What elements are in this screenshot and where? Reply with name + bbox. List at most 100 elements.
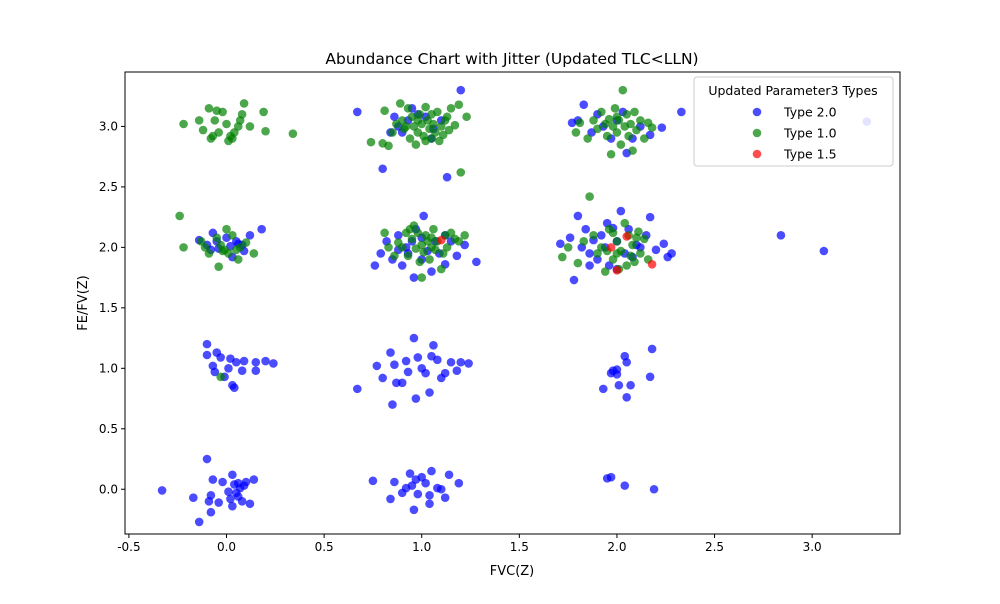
data-point-series-2: [237, 110, 247, 119]
data-point-series-2: [454, 100, 464, 109]
data-point-series-1: [581, 224, 591, 234]
data-point-series-3: [612, 266, 622, 275]
data-point-series-2: [411, 140, 421, 149]
data-point-series-2: [390, 251, 399, 261]
data-point-series-1: [249, 475, 259, 484]
data-point-series-1: [452, 251, 462, 261]
data-point-series-1: [651, 245, 661, 255]
data-point-series-1: [202, 454, 212, 464]
data-point-series-1: [378, 373, 387, 383]
data-point-series-2: [401, 122, 411, 131]
data-point-series-1: [649, 484, 659, 494]
data-point-series-2: [616, 140, 626, 149]
data-point-series-2: [462, 112, 471, 122]
x-tick-label: -0.5: [117, 540, 140, 554]
plot-frame: [124, 71, 901, 535]
data-point-series-1: [397, 261, 407, 270]
data-point-series-1: [456, 357, 466, 367]
chart-title: Abundance Chart with Jitter (Updated TLC…: [325, 50, 698, 68]
data-point-series-1: [206, 507, 216, 517]
data-point-series-2: [384, 141, 393, 151]
data-point-series-1: [452, 366, 462, 376]
x-axis: -0.5 0.0 0.5 1.0 1.5 2.0 2.5 3.0: [117, 534, 822, 554]
data-point-series-1: [208, 475, 218, 484]
data-point-series-2: [429, 119, 438, 129]
data-point-series-1: [616, 206, 626, 216]
data-point-series-1: [231, 357, 241, 367]
data-point-series-2: [460, 230, 469, 240]
data-point-series-1: [606, 472, 616, 482]
data-point-series-2: [575, 118, 585, 128]
data-point-series-2: [636, 249, 645, 258]
data-point-series-1: [573, 211, 583, 221]
data-point-series-1: [241, 477, 251, 487]
data-point-series-2: [222, 119, 231, 129]
data-point-series-2: [214, 128, 224, 137]
data-point-series-1: [446, 357, 456, 367]
data-point-series-2: [571, 128, 581, 137]
data-point-series-2: [431, 128, 440, 137]
data-point-series-1: [622, 357, 632, 367]
data-point-series-1: [427, 267, 436, 276]
y-axis: 0.0 0.5 1.0 1.5 2.0 2.5 3.0: [99, 119, 125, 496]
data-point-series-2: [233, 255, 243, 264]
x-tick-label: 0.5: [315, 540, 334, 554]
data-point-series-1: [210, 367, 220, 377]
data-point-series-2: [444, 125, 454, 135]
data-point-series-1: [645, 372, 655, 382]
data-point-series-2: [600, 267, 610, 276]
data-point-series-2: [249, 249, 259, 258]
data-point-series-1: [636, 243, 645, 252]
data-point-series-2: [622, 110, 632, 119]
data-point-series-1: [413, 353, 423, 362]
data-point-series-2: [222, 224, 231, 234]
data-point-series-2: [204, 249, 214, 258]
data-point-series-2: [228, 230, 237, 240]
data-point-series-2: [450, 120, 460, 130]
y-tick-label: 2.0: [99, 240, 118, 254]
data-point-series-1: [663, 252, 672, 262]
legend-label: Type 1.0: [783, 126, 837, 141]
data-point-series-1: [390, 360, 399, 369]
data-point-series-1: [393, 230, 403, 240]
data-point-series-1: [647, 344, 657, 354]
data-point-series-2: [647, 123, 657, 132]
data-point-series-1: [454, 478, 464, 488]
data-point-series-2: [427, 110, 436, 119]
data-point-series-2: [239, 99, 249, 108]
y-axis-label: FE/FV(Z): [76, 275, 91, 331]
data-point-series-2: [235, 243, 245, 252]
data-point-series-1: [645, 212, 655, 222]
data-point-series-2: [628, 240, 637, 250]
data-point-series-2: [579, 237, 589, 246]
data-point-series-1: [224, 364, 233, 373]
legend-marker: [752, 128, 762, 138]
data-point-series-2: [218, 107, 227, 117]
data-point-series-1: [819, 246, 829, 256]
data-point-series-2: [212, 233, 222, 242]
data-point-series-1: [228, 470, 237, 480]
data-point-series-2: [446, 103, 456, 113]
data-point-series-2: [210, 116, 220, 125]
data-point-series-2: [639, 134, 649, 143]
data-point-series-1: [257, 224, 266, 234]
data-point-series-2: [421, 102, 430, 112]
data-point-series-1: [413, 489, 423, 499]
data-point-series-2: [388, 128, 397, 137]
y-tick-label: 1.5: [99, 301, 118, 315]
data-point-series-1: [464, 359, 473, 368]
data-point-series-2: [216, 240, 225, 250]
data-point-series-2: [366, 137, 376, 147]
data-point-series-2: [380, 228, 389, 238]
data-point-series-2: [606, 149, 616, 159]
data-point-series-2: [429, 224, 438, 234]
data-point-series-1: [370, 261, 380, 270]
data-point-series-1: [419, 211, 428, 221]
data-point-series-1: [403, 367, 413, 377]
data-point-series-2: [288, 129, 298, 138]
data-point-series-1: [194, 517, 204, 527]
data-point-series-1: [472, 257, 481, 267]
data-point-series-2: [630, 257, 639, 267]
x-tick-label: 3.0: [803, 540, 822, 554]
